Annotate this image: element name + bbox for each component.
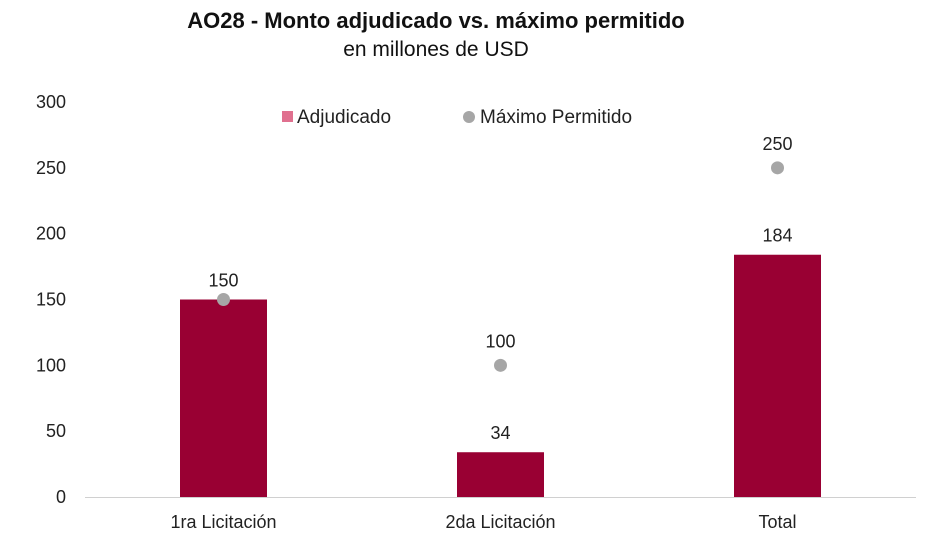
legend-swatch-maximo (463, 111, 475, 123)
bar-data-label: 34 (490, 423, 510, 443)
y-tick-label: 50 (46, 421, 66, 441)
bar-data-label: 150 (208, 271, 238, 291)
y-tick-label: 250 (36, 158, 66, 178)
y-tick-label: 200 (36, 224, 66, 244)
bar-adjudicado (457, 452, 544, 497)
legend-swatch-adjudicado (282, 111, 293, 122)
y-tick-label: 150 (36, 290, 66, 310)
chart-subtitle: en millones de USD (343, 38, 529, 61)
bar-data-label: 184 (762, 226, 792, 246)
y-tick-label: 0 (56, 487, 66, 507)
bar-adjudicado (180, 299, 267, 497)
point-maximo-permitido (494, 358, 507, 372)
x-category-label: 2da Licitación (445, 512, 555, 532)
y-tick-label: 100 (36, 355, 66, 375)
legend-label-maximo: Máximo Permitido (480, 107, 632, 128)
chart-title: AO28 - Monto adjudicado vs. máximo permi… (187, 8, 685, 33)
point-data-label: 100 (485, 331, 515, 351)
x-category-label: 1ra Licitación (170, 512, 276, 532)
bar-adjudicado (734, 254, 821, 497)
point-maximo-permitido (771, 161, 784, 175)
y-tick-label: 300 (36, 92, 66, 112)
x-category-label: Total (758, 512, 796, 532)
legend-label-adjudicado: Adjudicado (297, 107, 391, 128)
point-maximo-permitido (217, 293, 230, 306)
point-data-label: 250 (762, 134, 792, 154)
